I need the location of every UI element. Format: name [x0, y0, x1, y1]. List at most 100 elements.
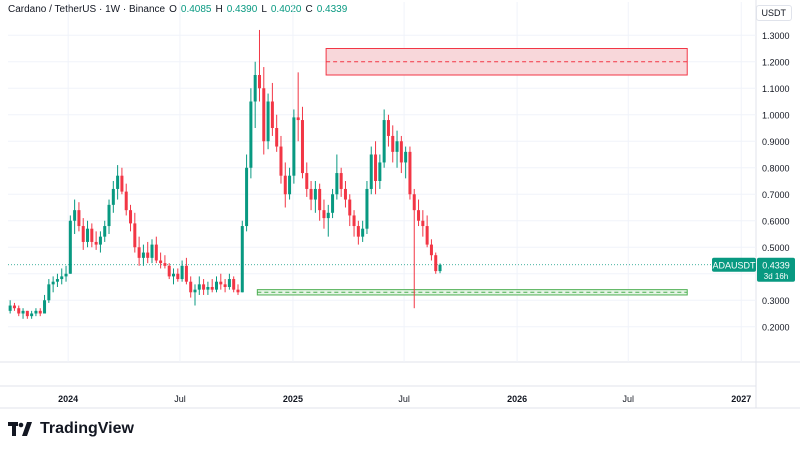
candle-body	[133, 223, 137, 248]
last-price-value: 0.4339	[762, 260, 790, 270]
candle-body	[8, 305, 12, 311]
low-label: L	[261, 4, 267, 15]
resistance-zone[interactable]	[325, 48, 688, 76]
candle-body	[288, 175, 292, 195]
candle-body	[429, 244, 433, 256]
tradingview-logo[interactable]: TradingView	[8, 420, 134, 438]
candle-body	[279, 146, 283, 176]
candle-layer	[8, 29, 442, 319]
candle-body	[417, 210, 421, 221]
candle-body	[386, 120, 390, 136]
y-tick-label: 0.9000	[762, 137, 790, 147]
candle-body	[81, 226, 85, 242]
candle-body	[305, 173, 309, 189]
candle-body	[361, 228, 365, 237]
candle-body	[232, 279, 236, 290]
candle-body	[167, 265, 171, 277]
candle-body	[107, 204, 111, 227]
candle-body	[240, 226, 244, 293]
candle-body	[159, 260, 163, 264]
candle-body	[227, 279, 231, 287]
candle-body	[25, 310, 29, 317]
candle-body	[12, 305, 16, 309]
y-tick-label: 0.3000	[762, 296, 790, 306]
last-price-tag: 0.4339 3d 16h	[757, 257, 795, 282]
candle-body	[391, 135, 395, 152]
candle-body	[193, 289, 197, 293]
y-tick-label: 1.0000	[762, 110, 790, 120]
candle-body	[395, 141, 399, 152]
candle-body	[21, 310, 25, 314]
y-tick-label: 1.1000	[762, 84, 790, 94]
symbol-tag-text: ADAUSDT	[712, 260, 756, 270]
candle-body	[348, 199, 352, 216]
candle-countdown: 3d 16h	[764, 272, 788, 281]
candle-body	[214, 281, 218, 290]
candle-body	[219, 281, 223, 285]
candle-body	[331, 194, 335, 213]
close-value: 0.4339	[316, 4, 348, 15]
currency-button[interactable]: USDT	[755, 5, 792, 21]
candle-body	[206, 287, 210, 290]
y-tick-label: 0.7000	[762, 190, 790, 200]
candle-body	[335, 173, 339, 195]
x-tick-label: 2026	[507, 394, 527, 404]
y-tick-label: 0.5000	[762, 243, 790, 253]
candle-body	[51, 281, 55, 285]
candle-body	[30, 313, 34, 317]
candle-body	[343, 188, 347, 200]
candle-body	[73, 210, 77, 221]
candle-body	[47, 284, 51, 301]
x-tick-label: 2024	[58, 394, 78, 404]
candle-body	[257, 75, 261, 89]
candle-body	[438, 264, 442, 272]
symbol-tag[interactable]: ADAUSDT	[712, 257, 756, 272]
candle-body	[421, 220, 425, 227]
candle-body	[129, 210, 133, 224]
candle-body	[98, 236, 102, 245]
candle-body	[124, 191, 128, 211]
x-tick-label: Jul	[623, 394, 635, 404]
tradingview-logo-icon	[8, 422, 32, 436]
y-tick-label: 0.8000	[762, 163, 790, 173]
candle-body	[34, 310, 38, 314]
candle-body	[68, 220, 72, 274]
candle-body	[223, 284, 227, 287]
candle-body	[202, 284, 206, 290]
candle-body	[184, 265, 188, 282]
symbol-title: Cardano / TetherUS · 1W · Binance	[8, 4, 166, 15]
y-tick-label: 1.2000	[762, 57, 790, 67]
candle-body	[17, 308, 21, 314]
candle-body	[283, 175, 287, 195]
candle-body	[197, 284, 201, 290]
high-label: H	[215, 4, 223, 15]
x-tick-label: Jul	[398, 394, 410, 404]
candle-body	[382, 120, 386, 163]
candle-body	[60, 276, 64, 280]
candle-body	[210, 287, 214, 290]
candle-body	[253, 75, 257, 102]
candle-body	[141, 252, 145, 258]
candle-body	[399, 141, 403, 163]
candle-body	[137, 247, 141, 258]
candle-body	[425, 226, 429, 245]
candle-body	[180, 265, 184, 280]
open-label: O	[169, 4, 177, 15]
candle-body	[352, 215, 356, 227]
candle-body	[326, 212, 330, 219]
high-value: 0.4390	[226, 4, 258, 15]
ohlc-legend: Cardano / TetherUS · 1W · Binance O 0.408…	[8, 4, 347, 15]
candle-body	[374, 154, 378, 181]
candle-body	[163, 263, 167, 266]
candle-body	[245, 167, 249, 227]
candle-body	[412, 194, 416, 211]
candle-body	[176, 273, 180, 280]
open-value: 0.4085	[180, 4, 212, 15]
x-tick-label: 2027	[731, 394, 751, 404]
candle-body	[309, 188, 313, 200]
candle-body	[434, 255, 438, 272]
candle-body	[90, 228, 94, 242]
candle-body	[262, 88, 266, 142]
candle-body	[103, 226, 107, 237]
